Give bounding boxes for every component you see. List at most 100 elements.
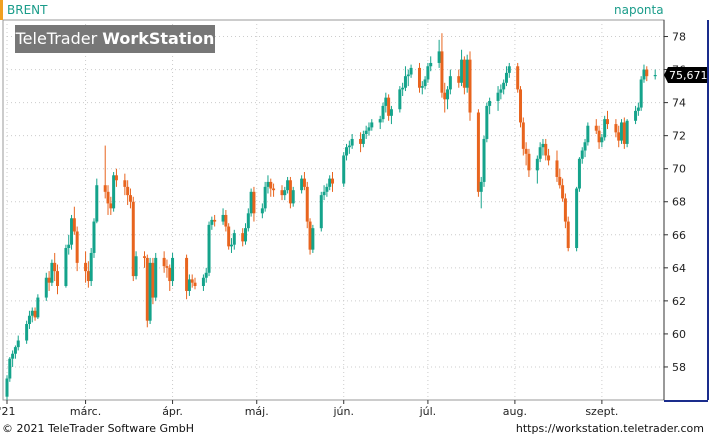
candle-up bbox=[446, 89, 450, 100]
candle-down bbox=[165, 266, 169, 268]
candle-up bbox=[300, 178, 304, 191]
candle-up bbox=[398, 89, 402, 110]
candle-down bbox=[213, 219, 217, 222]
candle-down bbox=[272, 188, 276, 191]
candle-up bbox=[502, 82, 506, 90]
candle-up bbox=[535, 158, 539, 171]
y-tick-label: 66 bbox=[672, 229, 686, 242]
candle-up bbox=[485, 105, 489, 139]
candle-down bbox=[561, 185, 565, 199]
candle-up bbox=[378, 119, 382, 123]
candle-up bbox=[92, 221, 96, 253]
candle-up bbox=[246, 213, 250, 229]
candle-up bbox=[586, 125, 590, 143]
candle-up bbox=[64, 248, 68, 286]
candle-down bbox=[558, 176, 562, 186]
candle-down bbox=[84, 262, 88, 272]
candle-down bbox=[131, 201, 135, 277]
candle-up bbox=[420, 86, 424, 88]
candle-down bbox=[151, 262, 155, 298]
candle-up bbox=[283, 190, 287, 196]
candle-up bbox=[232, 233, 236, 245]
candle-up bbox=[154, 257, 158, 298]
candle-down bbox=[252, 191, 256, 214]
candle-down bbox=[168, 267, 172, 282]
candle-down bbox=[128, 195, 132, 202]
candle-up bbox=[89, 252, 93, 282]
candle-up bbox=[95, 185, 99, 222]
candle-up bbox=[50, 262, 54, 283]
candle-up bbox=[263, 186, 267, 209]
candle-down bbox=[566, 221, 570, 248]
copyright-text: © 2021 TeleTrader Software GmbH bbox=[2, 422, 195, 435]
candle-up bbox=[381, 105, 385, 120]
candle-up bbox=[13, 347, 17, 354]
candle-down bbox=[193, 282, 197, 286]
candle-up bbox=[389, 109, 393, 116]
candle-up bbox=[342, 155, 346, 184]
candle-up bbox=[465, 59, 469, 88]
candle-up bbox=[448, 76, 452, 90]
candle-up bbox=[620, 122, 624, 141]
candle-up bbox=[429, 62, 433, 67]
watermark: TeleTrader WorkStation bbox=[15, 25, 215, 53]
candle-down bbox=[47, 277, 51, 283]
x-tick-label: máj. bbox=[245, 405, 269, 418]
y-tick-label: 72 bbox=[672, 130, 686, 143]
candle-up bbox=[325, 186, 329, 192]
candle-up bbox=[600, 137, 604, 143]
candle-down bbox=[162, 257, 166, 267]
candle-down bbox=[53, 262, 57, 272]
candle-up bbox=[653, 75, 657, 77]
candle-down bbox=[440, 51, 444, 93]
candle-down bbox=[142, 256, 146, 258]
candle-down bbox=[527, 153, 531, 171]
candle-up bbox=[423, 79, 427, 87]
candle-down bbox=[145, 257, 149, 321]
candle-up bbox=[249, 191, 253, 214]
candle-up bbox=[482, 138, 486, 182]
candle-down bbox=[227, 226, 231, 247]
y-tick-label: 74 bbox=[672, 97, 686, 110]
candle-up bbox=[8, 358, 12, 379]
candle-down bbox=[547, 155, 551, 161]
y-tick-label: 70 bbox=[672, 163, 686, 176]
candle-up bbox=[409, 67, 413, 75]
candle-up bbox=[639, 79, 643, 108]
candle-up bbox=[134, 256, 138, 277]
watermark-part1: TeleTrader bbox=[15, 29, 98, 48]
candle-down bbox=[476, 112, 480, 192]
x-tick-label: ápr. bbox=[162, 405, 183, 418]
candle-up bbox=[30, 310, 34, 316]
candle-up bbox=[229, 244, 233, 247]
candle-down bbox=[605, 119, 609, 125]
period-label[interactable]: naponta bbox=[614, 3, 664, 17]
candle-up bbox=[148, 262, 152, 321]
candle-up bbox=[328, 178, 332, 187]
candle-up bbox=[504, 72, 508, 83]
y-tick-label: 58 bbox=[672, 361, 686, 374]
candle-up bbox=[625, 120, 629, 144]
candle-up bbox=[370, 122, 374, 128]
candle-down bbox=[103, 185, 107, 192]
candle-up bbox=[507, 66, 511, 73]
candle-up bbox=[291, 190, 295, 204]
candle-up bbox=[347, 145, 351, 148]
candle-down bbox=[443, 92, 447, 100]
candle-up bbox=[187, 279, 191, 291]
candle-down bbox=[417, 67, 421, 88]
candle-down bbox=[544, 143, 548, 156]
candle-up bbox=[44, 277, 48, 298]
website-link[interactable]: https://workstation.teletrader.com bbox=[515, 422, 704, 435]
candle-up bbox=[426, 66, 430, 80]
candle-up bbox=[345, 147, 349, 156]
y-tick-label: 68 bbox=[672, 196, 686, 209]
candle-down bbox=[387, 97, 391, 116]
candle-down bbox=[468, 59, 472, 113]
candle-up bbox=[364, 130, 368, 134]
candle-down bbox=[359, 138, 363, 144]
candle-up bbox=[311, 228, 315, 250]
candle-down bbox=[457, 76, 461, 83]
candle-down bbox=[224, 214, 228, 227]
candle-up bbox=[266, 181, 270, 187]
